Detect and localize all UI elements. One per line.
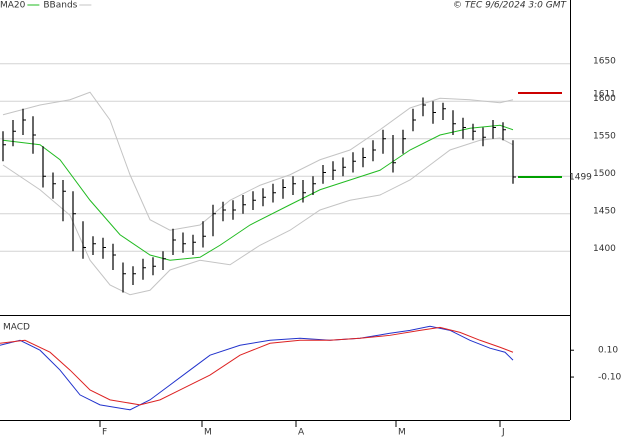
- bband-lower: [2, 137, 514, 296]
- legend-label: BBands: [43, 1, 77, 11]
- x-tick-label: J: [501, 428, 505, 438]
- y-tick-label: 1550: [593, 131, 616, 141]
- y-tick-label: 1600: [593, 94, 616, 104]
- y-tick-label: -0.10: [598, 373, 622, 383]
- ma20-line: [2, 124, 514, 261]
- x-tick-label: M: [204, 428, 212, 438]
- y-tick-label: 1650: [593, 56, 616, 66]
- source: © TEC 9/6/2024 3:0 GMT: [453, 1, 568, 11]
- y-tick-label: 1450: [593, 206, 616, 216]
- x-tick-label: A: [298, 428, 305, 438]
- bband-upper: [2, 91, 514, 231]
- level-label: 1499: [569, 173, 592, 183]
- y-tick-label: 1400: [593, 244, 616, 254]
- y-tick-label: 1500: [593, 169, 616, 179]
- macd-line: [0, 325, 514, 411]
- x-tick-label: M: [398, 428, 406, 438]
- x-tick-label: F: [102, 428, 107, 438]
- macd-line: [0, 326, 514, 406]
- level-label: 1611: [593, 90, 616, 100]
- y-tick-label: 0.10: [598, 346, 618, 356]
- legend-label: MA20: [0, 1, 26, 11]
- panel-title: MACD: [3, 323, 30, 333]
